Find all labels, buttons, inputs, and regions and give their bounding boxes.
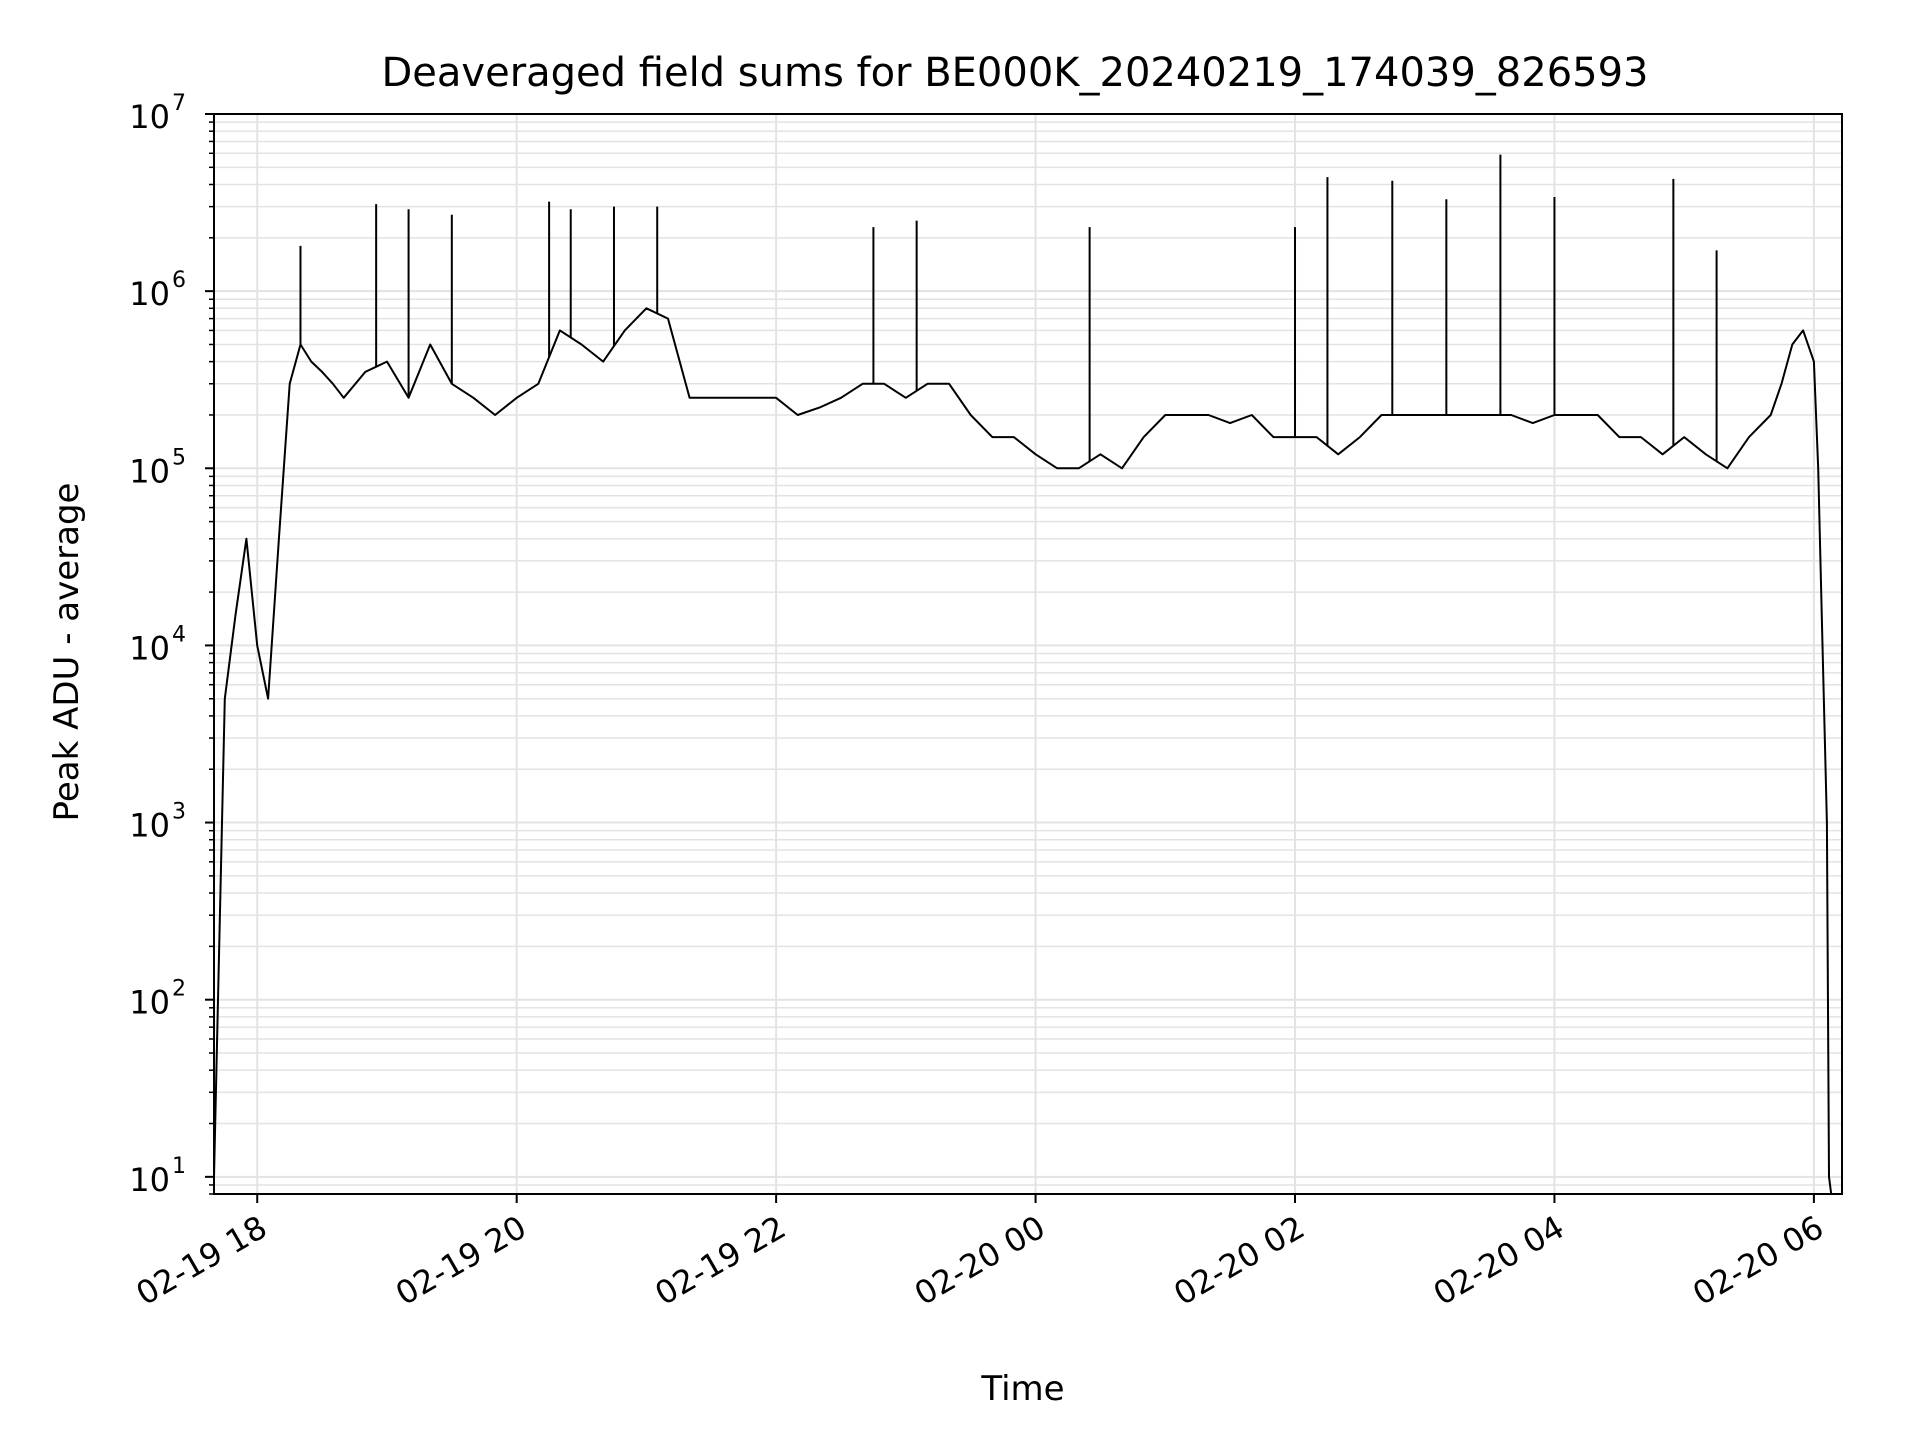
- y-tick-label: 10: [129, 629, 170, 667]
- grid: [209, 113, 1842, 1195]
- y-tick-label: 10: [129, 452, 170, 490]
- y-tick-exponent: 6: [172, 268, 186, 293]
- y-tick-label: 10: [129, 98, 170, 136]
- y-tick-label: 10: [129, 807, 170, 845]
- plot-area: [213, 154, 1833, 1195]
- y-tick-exponent: 4: [172, 622, 186, 647]
- y-tick-exponent: 1: [172, 1154, 186, 1179]
- x-axis-label: Time: [980, 1369, 1064, 1409]
- y-tick-exponent: 3: [172, 800, 186, 825]
- axes-frame: [213, 113, 1843, 1195]
- y-tick-label: 10: [129, 275, 170, 313]
- y-tick-label: 10: [129, 984, 170, 1022]
- y-tick-exponent: 7: [172, 91, 186, 116]
- y-tick-exponent: 5: [172, 445, 186, 470]
- chart-title: Deaveraged field sums for BE000K_2024021…: [382, 50, 1649, 96]
- series-line: [213, 307, 1833, 1195]
- y-tick-label: 10: [129, 1161, 170, 1199]
- y-tick-exponent: 2: [172, 977, 186, 1002]
- y-axis-label: Peak ADU - average: [47, 483, 87, 822]
